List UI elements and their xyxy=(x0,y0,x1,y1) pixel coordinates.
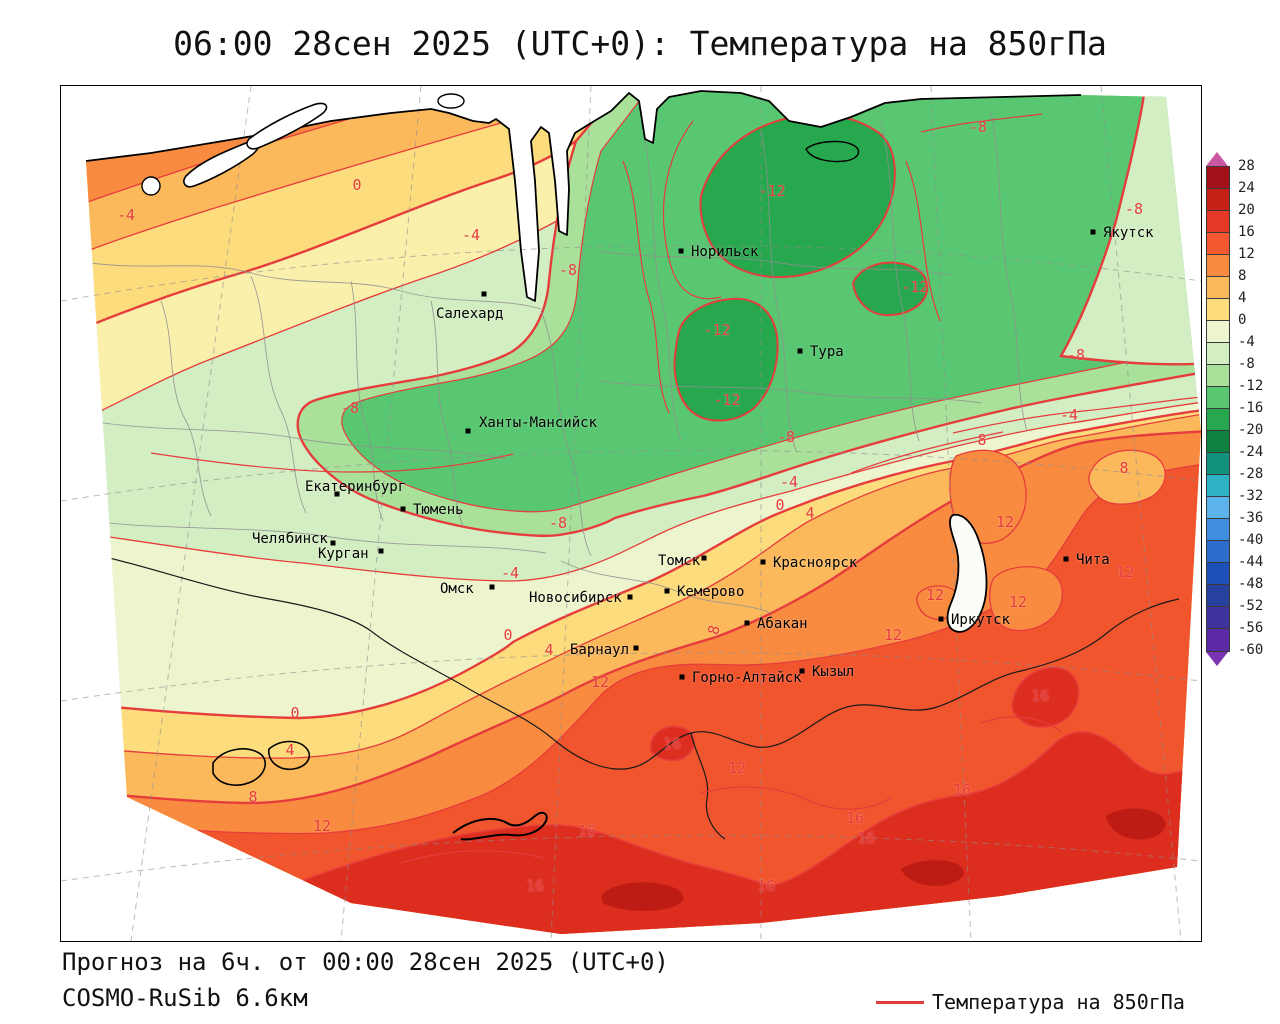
colorbar-tick: -52 xyxy=(1238,598,1264,614)
colorbar-segment xyxy=(1207,585,1229,607)
colorbar-segment xyxy=(1207,519,1229,541)
legend-label: Температура на 850гПа xyxy=(932,990,1185,1014)
colorbar-segment xyxy=(1207,607,1229,629)
colorbar-segment xyxy=(1207,189,1229,211)
colorbar-segment xyxy=(1207,299,1229,321)
hot-spot-3 xyxy=(1106,808,1166,840)
colorbar-tick: 8 xyxy=(1238,268,1247,284)
colorbar-segment xyxy=(1207,167,1229,189)
green-dark-blob-tura xyxy=(673,297,779,422)
colorbar-segment xyxy=(1207,563,1229,585)
colorbar-tick: -28 xyxy=(1238,466,1264,482)
colorbar-tick: -60 xyxy=(1238,642,1264,658)
colorbar-tick: 20 xyxy=(1238,202,1255,218)
colorbar-tick: 24 xyxy=(1238,180,1255,196)
colorbar-tick: 28 xyxy=(1238,158,1255,174)
colorbar-tick: -44 xyxy=(1238,554,1264,570)
colorbar-tick: -56 xyxy=(1238,620,1264,636)
band-red-16 xyxy=(240,731,1201,934)
temperature-fill-layer xyxy=(86,91,1201,934)
green-dark-blob-norilsk xyxy=(699,113,896,279)
colorbar-tick: -12 xyxy=(1238,378,1264,394)
lake-uvs-nuur xyxy=(212,748,266,786)
colorbar-tick: -4 xyxy=(1238,334,1255,350)
map-frame xyxy=(60,85,1202,942)
pocket-16-altai xyxy=(650,725,695,762)
pocket-orange-baikal-n xyxy=(949,449,1027,544)
colorbar-arrow-up-icon xyxy=(1206,152,1228,166)
lake-khovsgol xyxy=(452,811,548,841)
graticule xyxy=(61,86,1201,941)
pocket-light-orange-transbaikal xyxy=(1088,449,1166,505)
colorbar-arrow-down-icon xyxy=(1206,652,1228,666)
colorbar-tick: 0 xyxy=(1238,312,1247,328)
colorbar-segment xyxy=(1207,211,1229,233)
map-svg xyxy=(61,86,1201,941)
pocket-16-sayan xyxy=(1011,666,1080,728)
page-title: 06:00 28сен 2025 (UTC+0): Температура на… xyxy=(173,24,1107,63)
country-borders xyxy=(88,552,1180,840)
colorbar-tick: -40 xyxy=(1238,532,1264,548)
colorbar-segment xyxy=(1207,475,1229,497)
colorbar-tick: -16 xyxy=(1238,400,1264,416)
colorbar-tick: 16 xyxy=(1238,224,1255,240)
arctic-coastline xyxy=(85,90,1082,302)
extra-isotherms xyxy=(150,113,1201,864)
colorbar-segment xyxy=(1207,321,1229,343)
colorbar-tick: -8 xyxy=(1238,356,1255,372)
colorbar-segments xyxy=(1206,166,1230,652)
hot-spot-1 xyxy=(601,882,684,911)
pocket-orange-irkutsk xyxy=(989,566,1063,632)
colorbar-segment xyxy=(1207,233,1229,255)
island-kolguev xyxy=(141,176,161,196)
forecast-info-line: Прогноз на 6ч. от 00:00 28сен 2025 (UTC+… xyxy=(62,948,669,976)
colorbar-tick: -48 xyxy=(1238,576,1264,592)
temperature-colorbar: 28 24 20 16 12 8 4 0 -4 -8 -12 -16 -20 -24 -28 -32 -36 -4… xyxy=(1206,152,1276,666)
colorbar-segment xyxy=(1207,541,1229,563)
island-novaya-zemlya-north xyxy=(246,102,328,150)
colorbar-tick: 4 xyxy=(1238,290,1247,306)
colorbar-segment xyxy=(1207,343,1229,365)
colorbar-segment xyxy=(1207,431,1229,453)
coastline-layer xyxy=(85,90,1082,302)
legend: Температура на 850гПа xyxy=(876,990,1185,1014)
island-belyi xyxy=(437,93,465,109)
hot-spot-2 xyxy=(901,860,964,887)
colorbar-segment xyxy=(1207,277,1229,299)
green-dark-blob-east xyxy=(851,261,929,317)
lake-taymyr xyxy=(805,140,860,163)
colorbar-tick: -20 xyxy=(1238,422,1264,438)
colorbar-tick: -32 xyxy=(1238,488,1264,504)
colorbar-segment xyxy=(1207,629,1229,651)
model-info-line: COSMO-RuSib 6.6км xyxy=(62,984,308,1012)
island-novaya-zemlya-south xyxy=(183,139,260,188)
admin-boundaries xyxy=(90,110,1028,614)
colorbar-segment xyxy=(1207,497,1229,519)
colorbar-segment xyxy=(1207,387,1229,409)
colorbar-tick: -36 xyxy=(1238,510,1264,526)
colorbar-segment xyxy=(1207,409,1229,431)
line-layer xyxy=(88,110,1201,864)
colorbar-segment xyxy=(1207,255,1229,277)
lake-small-west xyxy=(268,740,311,771)
colorbar-segment xyxy=(1207,365,1229,387)
legend-line-sample xyxy=(876,1000,924,1004)
colorbar-tick: -24 xyxy=(1238,444,1264,460)
colorbar-segment xyxy=(1207,453,1229,475)
lake-baikal xyxy=(946,513,988,633)
colorbar-tick: 12 xyxy=(1238,246,1255,262)
